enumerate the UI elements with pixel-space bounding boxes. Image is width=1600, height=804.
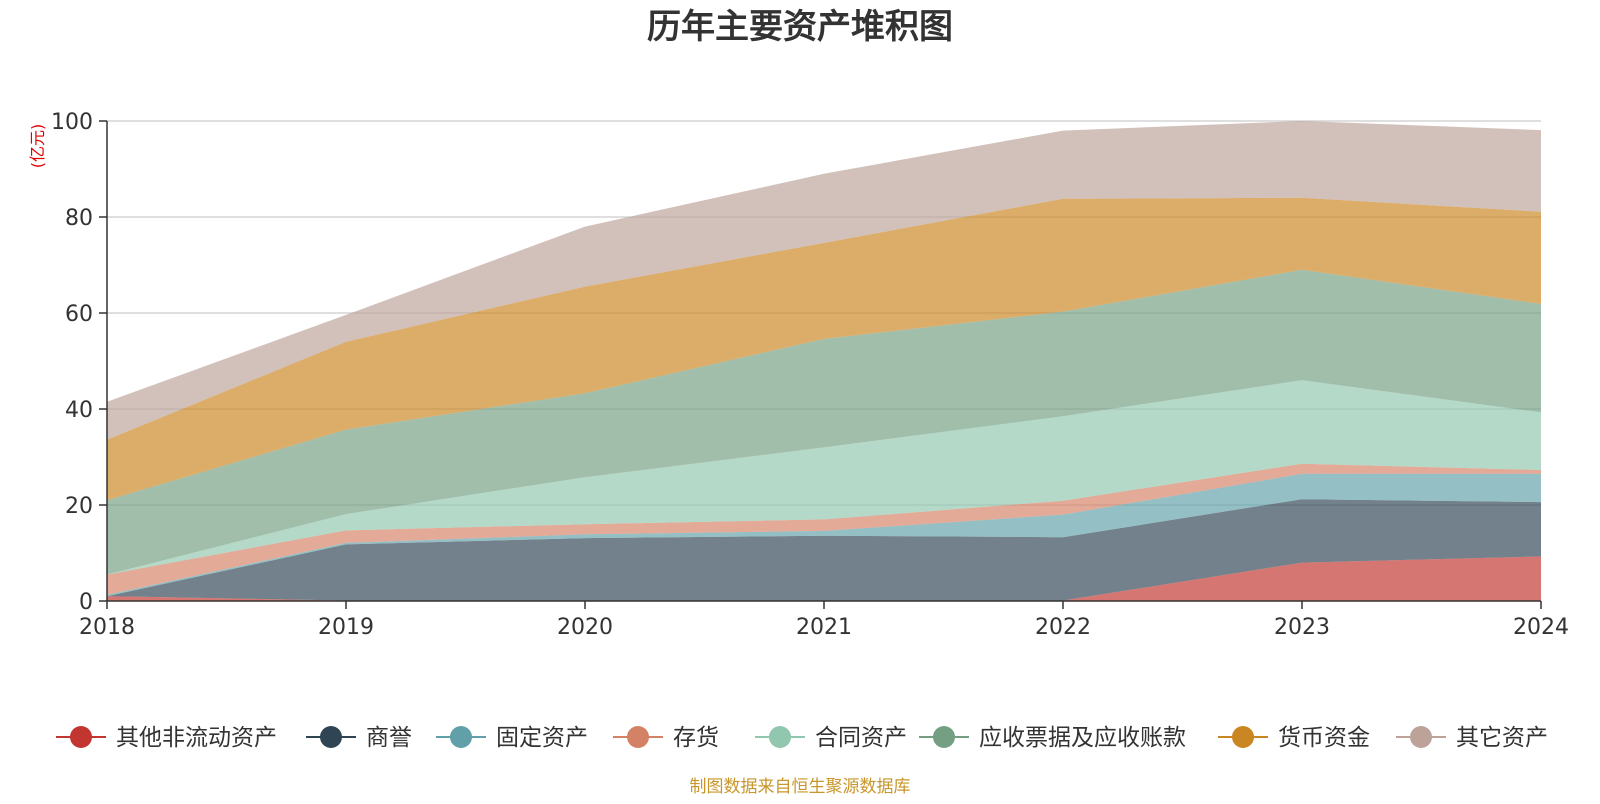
area-商誉 [107,499,1541,601]
y-axis-unit: (亿元) [28,124,47,169]
area-其他非流动资产 [107,556,1541,601]
legend-label: 商誉 [366,725,412,751]
area-应收票据及应收账款 [107,269,1541,575]
data-source-note: 制图数据来自恒生聚源数据库 [690,777,911,797]
legend-marker [933,726,955,748]
legend-marker [320,726,342,748]
legend-marker [70,726,92,748]
legend-item-应收票据及应收账款[interactable]: 应收票据及应收账款 [919,725,1186,751]
legend-item-商誉[interactable]: 商誉 [306,725,412,751]
legend-marker [1232,726,1254,748]
legend-label: 固定资产 [496,725,588,751]
legend-marker [769,726,791,748]
y-tick-label: 40 [65,398,93,423]
legend-marker [1410,726,1432,748]
chart-title: 历年主要资产堆积图 [647,7,953,47]
x-tick-label: 2020 [557,615,613,640]
x-tick-label: 2021 [796,615,852,640]
y-tick-label: 60 [65,302,93,327]
area-合同资产 [107,380,1541,575]
legend-item-货币资金[interactable]: 货币资金 [1218,725,1370,751]
legend-marker [627,726,649,748]
legend-item-其它资产[interactable]: 其它资产 [1396,725,1548,751]
legend-label: 合同资产 [815,725,907,751]
legend-label: 应收票据及应收账款 [979,725,1186,751]
x-tick-label: 2023 [1274,615,1330,640]
legend-item-其他非流动资产[interactable]: 其他非流动资产 [56,725,277,751]
legend-label: 其它资产 [1456,725,1548,751]
x-tick-label: 2019 [318,615,374,640]
legend[interactable]: 其他非流动资产 商誉 固定资产 存货 合同资产 应收票据及应收账款 货币资金 其它资产 [56,725,1548,751]
area-固定资产 [107,473,1541,597]
legend-label: 存货 [673,725,719,751]
legend-item-存货[interactable]: 存货 [613,725,719,751]
legend-label: 其他非流动资产 [116,725,277,751]
area-存货 [107,463,1541,595]
legend-marker [450,726,472,748]
y-tick-label: 80 [65,206,93,231]
legend-label: 货币资金 [1278,725,1370,751]
x-tick-label: 2018 [79,615,135,640]
area-series [107,121,1541,601]
legend-item-固定资产[interactable]: 固定资产 [436,725,588,751]
x-tick-label: 2024 [1513,615,1569,640]
y-tick-label: 100 [51,110,93,135]
area-货币资金 [107,197,1541,501]
legend-item-合同资产[interactable]: 合同资产 [755,725,907,751]
x-tick-label: 2022 [1035,615,1091,640]
area-其它资产 [107,121,1541,440]
axes: 0 20 40 60 80 100 2018 2019 2020 2021 2022 2023 2024 [51,110,1569,640]
y-tick-label: 20 [65,494,93,519]
y-tick-label: 0 [79,590,93,615]
